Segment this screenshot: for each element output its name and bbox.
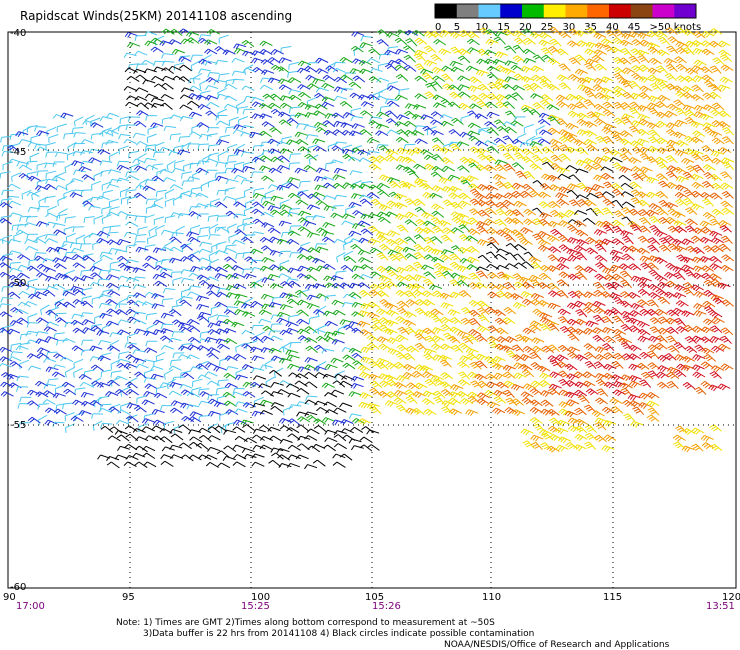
legend-swatch bbox=[674, 4, 697, 18]
legend-label: >50 knots bbox=[650, 22, 702, 33]
lat-label-45: -45 bbox=[10, 147, 26, 158]
legend-label: 10 bbox=[476, 22, 489, 33]
legend-swatch bbox=[630, 4, 653, 18]
time-label-4: 13:51 bbox=[706, 601, 735, 612]
legend-swatch bbox=[565, 4, 588, 18]
lat-label-55: -55 bbox=[10, 420, 26, 431]
lat-label-50: -50 bbox=[10, 278, 26, 289]
legend-swatch bbox=[435, 4, 458, 18]
wind-barbs bbox=[0, 26, 735, 470]
lon-label-120: 120 bbox=[722, 592, 740, 603]
lon-label-105: 105 bbox=[365, 592, 384, 603]
legend-label: 45 bbox=[628, 22, 641, 33]
lon-label-90: 90 bbox=[3, 592, 16, 603]
speed-legend: 0 5 10 15 20 25 30 35 40 45 >50 knots bbox=[434, 3, 702, 33]
legend-label: 20 bbox=[519, 22, 532, 33]
time-label-3: 15:26 bbox=[372, 601, 401, 612]
note-line-3: NOAA/NESDIS/Office of Research and Appli… bbox=[444, 640, 670, 650]
legend-label: 5 bbox=[454, 22, 460, 33]
legend-label: 25 bbox=[541, 22, 554, 33]
lon-label-115: 115 bbox=[603, 592, 622, 603]
legend-label: 30 bbox=[563, 22, 576, 33]
legend-label: 40 bbox=[606, 22, 619, 33]
note-line-1: Note: 1) Times are GMT 2)Times along bot… bbox=[116, 618, 495, 628]
lon-label-110: 110 bbox=[482, 592, 501, 603]
legend-swatch bbox=[500, 4, 523, 18]
lat-label-60: -60 bbox=[10, 582, 26, 593]
lat-label-40: -40 bbox=[10, 28, 26, 39]
legend-swatch bbox=[587, 4, 610, 18]
legend-border bbox=[434, 3, 697, 19]
legend-swatch bbox=[522, 4, 545, 18]
legend-swatch bbox=[456, 4, 479, 18]
legend-swatch bbox=[609, 4, 632, 18]
time-label-2: 15:25 bbox=[241, 601, 270, 612]
lon-label-100: 100 bbox=[251, 592, 270, 603]
map-title: Rapidscat Winds(25KM) 20141108 ascending bbox=[20, 9, 292, 23]
time-label-1: 17:00 bbox=[16, 601, 45, 612]
lon-label-95: 95 bbox=[122, 592, 135, 603]
legend-label: 15 bbox=[497, 22, 510, 33]
legend-label: 0 bbox=[435, 22, 441, 33]
legend-swatch bbox=[543, 4, 566, 18]
note-line-2: 3)Data buffer is 22 hrs from 20141108 4)… bbox=[143, 629, 534, 639]
legend-swatch bbox=[652, 4, 675, 18]
legend-swatch bbox=[478, 4, 501, 18]
